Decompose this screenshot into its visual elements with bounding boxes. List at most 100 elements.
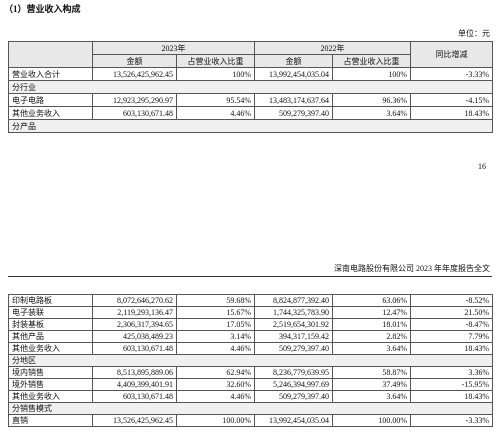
header-cell: 占营业收入比重	[332, 54, 411, 68]
value-cell: 509,279,397.40	[254, 390, 333, 403]
unit-note: 单位：元	[458, 29, 490, 38]
value-cell: 13,992,454,035.04	[254, 414, 333, 427]
data-row: 其他业务收入 603,130,671.48 4.46% 509,279,397.40 3…	[8, 106, 493, 120]
value-cell: 4.46%	[176, 106, 255, 120]
row-label: 其他产品	[8, 330, 93, 343]
row-label: 电子电路	[8, 93, 93, 107]
value-cell: 21.50%	[410, 306, 493, 319]
data-row: 直销 13,526,425,962.45 100.00% 13,992,454,035…	[8, 414, 493, 427]
value-cell: 58.87%	[332, 366, 411, 379]
section-cell: 分销售模式	[8, 402, 493, 415]
value-cell: 8,236,779,639.95	[254, 366, 333, 379]
row-label: 其他业务收入	[8, 342, 93, 355]
data-row: 电子装联 2,119,293,136.47 15.67% 1,744,325,783.…	[8, 306, 493, 319]
value-cell: 100.00%	[176, 414, 255, 427]
section-row: 分行业	[8, 80, 493, 94]
value-cell: 100.00%	[332, 414, 411, 427]
value-cell: 2,119,293,136.47	[92, 306, 177, 319]
value-cell: -4.15%	[410, 93, 493, 107]
value-cell: 603,130,671.48	[92, 390, 177, 403]
value-cell: 18.43%	[410, 390, 493, 403]
value-cell: 7.79%	[410, 330, 493, 343]
page-number: 16	[478, 162, 486, 171]
value-cell: 8,824,877,392.40	[254, 294, 333, 307]
row-label: 其他业务收入	[8, 390, 93, 403]
data-row: 其他业务收入 603,130,671.48 4.46% 509,279,397.40 3…	[8, 342, 493, 355]
data-row: 印制电路板 8,072,646,270.62 59.68% 8,824,877,392…	[8, 294, 493, 307]
section-cell: 分行业	[8, 80, 493, 94]
row-label: 境外销售	[8, 378, 93, 391]
value-cell: 18.01%	[332, 318, 411, 331]
value-cell: 37.49%	[332, 378, 411, 391]
value-cell: 8,513,895,889.06	[92, 366, 177, 379]
row-label: 电子装联	[8, 306, 93, 319]
revenue-table-1: 2023年 2022年 同比增减 金额 占营业收入比重 金额 占营业收入比重 营业收入合计 13…	[8, 41, 493, 133]
data-row: 封装基板 2,306,317,394.65 17.05% 2,519,654,301.…	[8, 318, 493, 331]
value-cell: 3.64%	[332, 342, 411, 355]
value-cell: 5,246,394,997.69	[254, 378, 333, 391]
data-row: 境内销售 8,513,895,889.06 62.94% 8,236,779,639.…	[8, 366, 493, 379]
section-row: 分地区	[8, 354, 493, 367]
value-cell: 4.46%	[176, 342, 255, 355]
value-cell: 3.36%	[410, 366, 493, 379]
value-cell: 4.46%	[176, 390, 255, 403]
value-cell: 13,526,425,962.45	[92, 414, 177, 427]
value-cell: 100%	[332, 67, 411, 81]
section-title: （1）营业收入构成	[4, 4, 81, 14]
revenue-table-2: 印制电路板 8,072,646,270.62 59.68% 8,824,877,392…	[8, 294, 493, 427]
row-label: 营业收入合计	[8, 67, 93, 81]
value-cell: 603,130,671.48	[92, 106, 177, 120]
value-cell: 603,130,671.48	[92, 342, 177, 355]
value-cell: -8.47%	[410, 318, 493, 331]
section-row: 分销售模式	[8, 402, 493, 415]
value-cell: -15.95%	[410, 378, 493, 391]
value-cell: 13,526,425,962.45	[92, 67, 177, 81]
header-cell: 2022年	[254, 41, 411, 55]
value-cell: 3.64%	[332, 390, 411, 403]
header-cell: 金额	[254, 54, 333, 68]
value-cell: 425,038,489.23	[92, 330, 177, 343]
value-cell: 509,279,397.40	[254, 106, 333, 120]
value-cell: 12.47%	[332, 306, 411, 319]
value-cell: 3.14%	[176, 330, 255, 343]
section-cell: 分地区	[8, 354, 493, 367]
data-row: 营业收入合计 13,526,425,962.45 100% 13,992,454,03…	[8, 67, 493, 81]
value-cell: 100%	[176, 67, 255, 81]
header-cell: 同比增减	[410, 41, 493, 68]
header-cell: 2023年	[92, 41, 255, 55]
value-cell: 509,279,397.40	[254, 342, 333, 355]
data-row: 其他产品 425,038,489.23 3.14% 394,317,159.42 2.8…	[8, 330, 493, 343]
row-label: 境内销售	[8, 366, 93, 379]
row-label: 印制电路板	[8, 294, 93, 307]
value-cell: 3.64%	[332, 106, 411, 120]
section-row: 分产品	[8, 119, 493, 133]
row-label: 其他业务收入	[8, 106, 93, 120]
value-cell: 13,483,174,637.64	[254, 93, 333, 107]
value-cell: 4,409,399,401.91	[92, 378, 177, 391]
value-cell: -8.52%	[410, 294, 493, 307]
value-cell: 95.54%	[176, 93, 255, 107]
value-cell: -3.33%	[410, 67, 493, 81]
value-cell: 12,923,295,290.97	[92, 93, 177, 107]
data-row: 电子电路 12,923,295,290.97 95.54% 13,483,174,63…	[8, 93, 493, 107]
row-label: 直销	[8, 414, 93, 427]
value-cell: 96.36%	[332, 93, 411, 107]
header-cell: 占营业收入比重	[176, 54, 255, 68]
value-cell: 18.43%	[410, 106, 493, 120]
section-cell: 分产品	[8, 119, 493, 133]
value-cell: 2.82%	[332, 330, 411, 343]
row-label: 封装基板	[8, 318, 93, 331]
header-cell: 金额	[92, 54, 177, 68]
value-cell: 62.94%	[176, 366, 255, 379]
value-cell: 17.05%	[176, 318, 255, 331]
value-cell: 8,072,646,270.62	[92, 294, 177, 307]
data-row: 境外销售 4,409,399,401.91 32.60% 5,246,394,997.…	[8, 378, 493, 391]
header-row: 2023年 2022年 同比增减	[8, 41, 493, 68]
value-cell: 18.43%	[410, 342, 493, 355]
header-cell	[8, 41, 93, 68]
value-cell: 15.67%	[176, 306, 255, 319]
value-cell: 2,519,654,301.92	[254, 318, 333, 331]
value-cell: 2,306,317,394.65	[92, 318, 177, 331]
value-cell: -3.33%	[410, 414, 493, 427]
